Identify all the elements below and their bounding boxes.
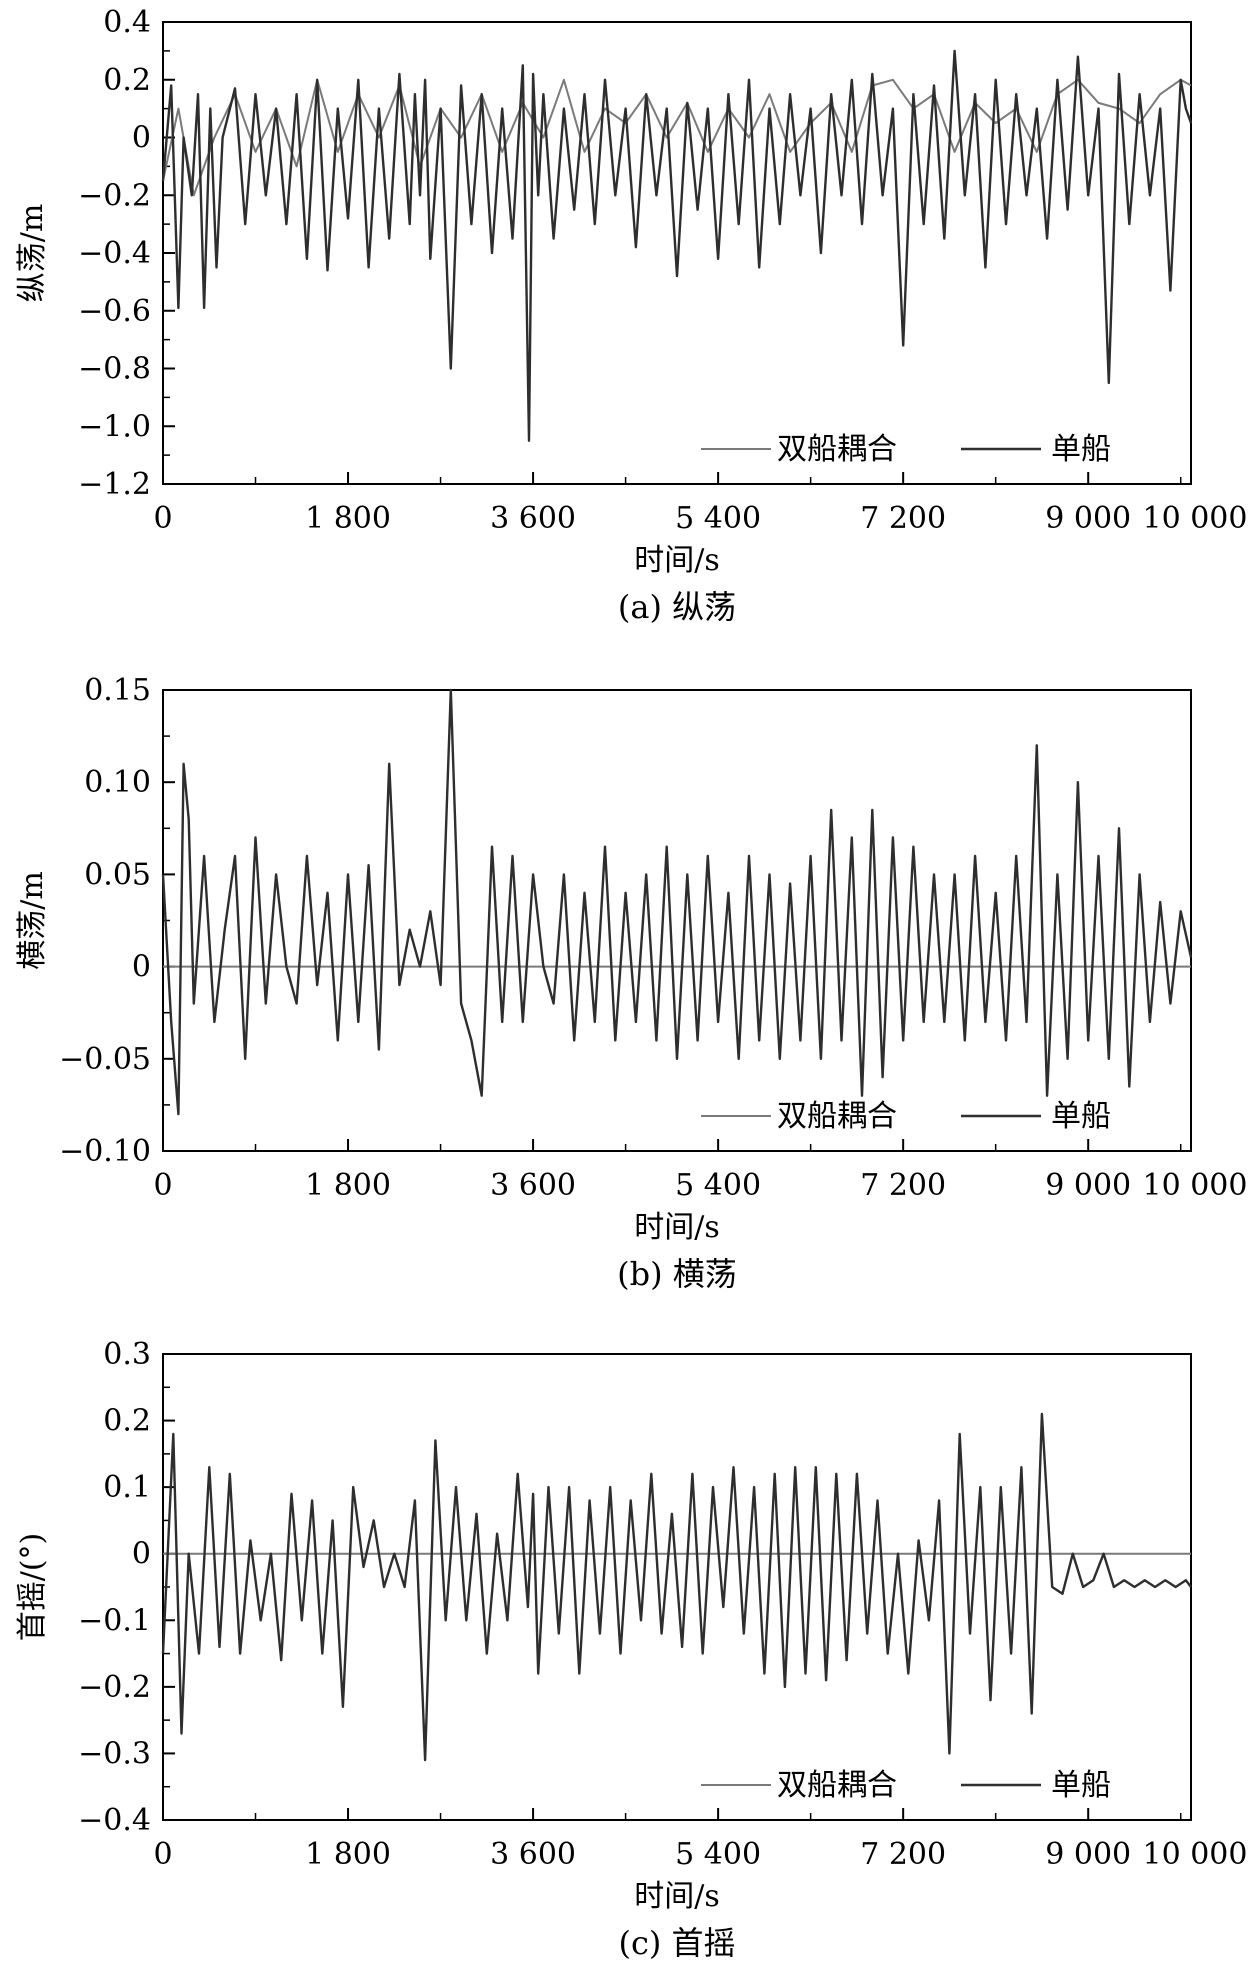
y-tick-label: −0.4 [78,1803,151,1838]
x-tick-label: 10 000 [1143,1837,1248,1872]
y-tick-label: 0.4 [103,5,151,40]
y-tick-label: −1.0 [78,409,151,444]
y-axis-label: 横荡/m [15,871,50,970]
legend-label-single: 单船 [1051,1768,1111,1803]
series-line-single [161,1412,1192,1762]
x-tick-label: 1 800 [305,1168,391,1203]
x-tick-label: 0 [153,501,172,536]
legend-label-single: 单船 [1051,1099,1111,1134]
y-axis-label: 首摇/(°) [15,1533,50,1642]
x-axis-label: 时间/s [634,1879,720,1914]
x-tick-label: 3 600 [490,501,576,536]
x-tick-label: 3 600 [490,1168,576,1203]
legend-label-coupled: 双船耦合 [777,1099,897,1134]
y-tick-label: −0.3 [78,1736,151,1771]
y-tick-label: 0.2 [103,1404,151,1439]
y-tick-label: 0.3 [103,1337,151,1372]
legend-label-coupled: 双船耦合 [777,1768,897,1803]
x-tick-label: 5 400 [675,1168,761,1203]
chart-b: 0.150.100.050−0.05−0.100 1 800 3 600 5 400 7… [15,673,1247,1293]
series-line-single [161,49,1193,442]
y-tick-label: 0 [132,121,151,156]
chart-c: 0.30.20.10−0.1−0.2−0.3−0.40 1 800 3 600 5 4… [15,1337,1247,1962]
figure-caption: (b) 横荡 [617,1255,737,1293]
y-tick-label: −0.05 [59,1042,151,1077]
y-axis-label: 纵荡/m [15,204,50,303]
y-tick-label: −0.4 [78,236,151,271]
legend-label-coupled: 双船耦合 [777,432,897,467]
y-tick-label: −0.2 [78,1670,151,1705]
y-tick-label: 0 [132,950,151,985]
y-tick-label: 0.15 [84,673,151,708]
legend-label-single: 单船 [1051,432,1111,467]
x-tick-label: 9 000 [1045,501,1131,536]
x-tick-label: 3 600 [490,1837,576,1872]
x-tick-label: 10 000 [1143,501,1248,536]
x-tick-label: 7 200 [860,501,946,536]
x-tick-label: 0 [153,1837,172,1872]
x-tick-label: 5 400 [675,501,761,536]
y-tick-label: −1.2 [78,467,151,502]
x-tick-label: 9 000 [1045,1837,1131,1872]
x-axis-label: 时间/s [634,1210,720,1245]
x-tick-label: 1 800 [305,501,391,536]
y-tick-label: −0.2 [78,178,151,213]
x-tick-label: 0 [153,1168,172,1203]
y-tick-label: 0.1 [103,1470,151,1505]
x-axis-label: 时间/s [634,543,720,578]
y-tick-label: −0.10 [59,1134,151,1169]
x-tick-label: 10 000 [1143,1168,1248,1203]
series-line-coupled [162,78,1192,197]
chart-a: 0.40.20−0.2−0.4−0.6−0.8−1.0−1.20 1 800 3 6… [15,5,1247,626]
x-tick-label: 9 000 [1045,1168,1131,1203]
series-line-single [161,688,1193,1116]
x-tick-label: 7 200 [860,1837,946,1872]
y-tick-label: 0.2 [103,63,151,98]
x-tick-label: 5 400 [675,1837,761,1872]
y-tick-label: 0.10 [84,765,151,800]
figure-caption: (a) 纵荡 [618,588,736,626]
y-tick-label: −0.6 [78,294,151,329]
y-tick-label: 0.05 [84,857,151,892]
x-tick-label: 7 200 [860,1168,946,1203]
figure-caption: (c) 首摇 [618,1924,735,1962]
y-tick-label: 0 [132,1537,151,1572]
x-tick-label: 1 800 [305,1837,391,1872]
y-tick-label: −0.1 [78,1603,151,1638]
y-tick-label: −0.8 [78,352,151,387]
